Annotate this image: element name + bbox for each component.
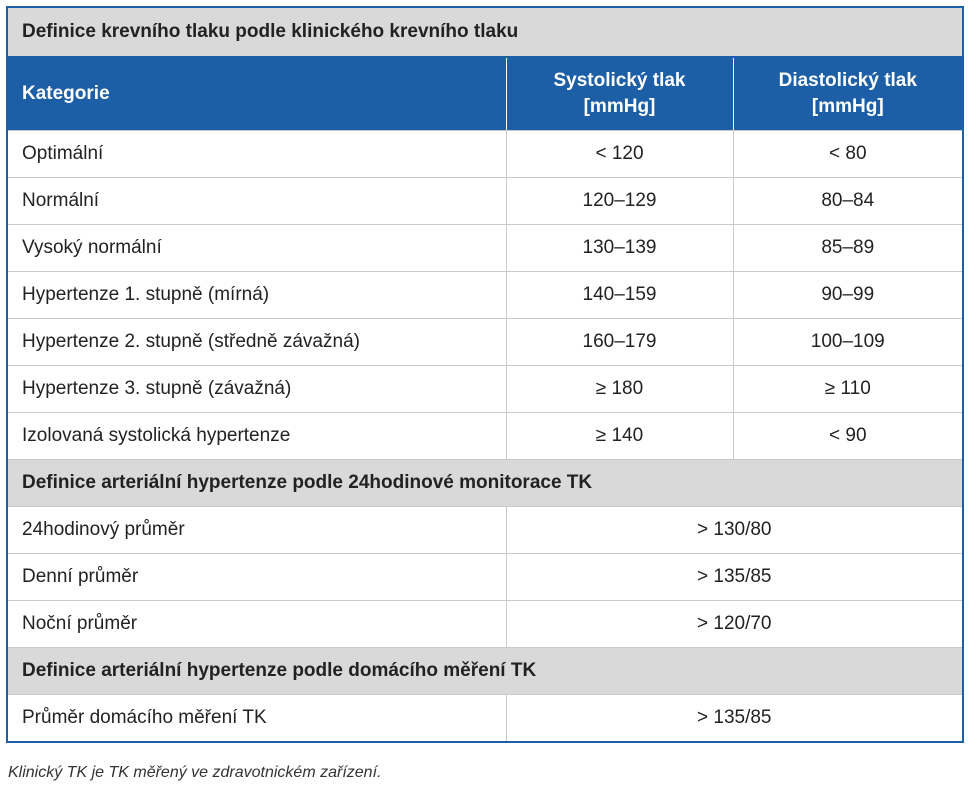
value-cell: 90–99 bbox=[732, 271, 964, 319]
title-row: Definice krevního tlaku podle klinického… bbox=[7, 7, 964, 58]
header-line: Diastolický tlak bbox=[778, 70, 917, 91]
table-title: Definice krevního tlaku podle klinického… bbox=[7, 7, 964, 58]
category-cell: Průměr domácího měření TK bbox=[7, 694, 506, 743]
section-title: Definice arteriální hypertenze podle 24h… bbox=[7, 459, 964, 507]
header-cell: Diastolický tlak [mmHg] bbox=[732, 57, 964, 131]
value-cell: > 130/80 bbox=[505, 506, 964, 554]
value-cell: 140–159 bbox=[505, 271, 733, 319]
table-row: Normální 120–129 80–84 bbox=[7, 177, 964, 225]
value-cell: < 120 bbox=[505, 130, 733, 178]
table-row: 24hodinový průměr > 130/80 bbox=[7, 506, 964, 554]
table-row: Noční průměr > 120/70 bbox=[7, 600, 964, 648]
value-cell: < 80 bbox=[732, 130, 964, 178]
value-cell: 80–84 bbox=[732, 177, 964, 225]
category-cell: 24hodinový průměr bbox=[7, 506, 506, 554]
header-line: [mmHg] bbox=[583, 96, 656, 117]
section-title: Definice arteriální hypertenze podle dom… bbox=[7, 647, 964, 695]
value-cell: 120–129 bbox=[505, 177, 733, 225]
table-row: Izolovaná systolická hypertenze ≥ 140 < 90 bbox=[7, 412, 964, 460]
header-line: Systolický tlak bbox=[553, 70, 686, 91]
value-cell: ≥ 110 bbox=[732, 365, 964, 413]
category-cell: Optimální bbox=[7, 130, 506, 178]
header-cell: Kategorie bbox=[7, 57, 506, 131]
category-cell: Vysoký normální bbox=[7, 224, 506, 272]
table-row: Vysoký normální 130–139 85–89 bbox=[7, 224, 964, 272]
value-cell: ≥ 180 bbox=[505, 365, 733, 413]
value-cell: ≥ 140 bbox=[505, 412, 733, 460]
table-row: Průměr domácího měření TK > 135/85 bbox=[7, 694, 964, 743]
category-cell: Hypertenze 1. stupně (mírná) bbox=[7, 271, 506, 319]
value-cell: > 135/85 bbox=[505, 553, 964, 601]
table-row: Optimální < 120 < 80 bbox=[7, 130, 964, 178]
section-row: Definice arteriální hypertenze podle dom… bbox=[7, 647, 964, 695]
table-row: Hypertenze 2. stupně (středně závažná) 16… bbox=[7, 318, 964, 366]
table-row: Denní průměr > 135/85 bbox=[7, 553, 964, 601]
category-cell: Hypertenze 3. stupně (závažná) bbox=[7, 365, 506, 413]
table-row: Hypertenze 3. stupně (závažná) ≥ 180 ≥ 110 bbox=[7, 365, 964, 413]
category-cell: Izolovaná systolická hypertenze bbox=[7, 412, 506, 460]
table-row: Hypertenze 1. stupně (mírná) 140–159 90–99 bbox=[7, 271, 964, 319]
value-cell: 85–89 bbox=[732, 224, 964, 272]
category-cell: Hypertenze 2. stupně (středně závažná) bbox=[7, 318, 506, 366]
category-cell: Normální bbox=[7, 177, 506, 225]
header-cell: Systolický tlak [mmHg] bbox=[505, 57, 733, 131]
section-row: Definice arteriální hypertenze podle 24h… bbox=[7, 459, 964, 507]
value-cell: 100–109 bbox=[732, 318, 964, 366]
value-cell: 130–139 bbox=[505, 224, 733, 272]
bp-table: Definice krevního tlaku podle klinického… bbox=[6, 6, 965, 743]
table-container: Definice krevního tlaku podle klinického… bbox=[6, 6, 965, 743]
header-line: [mmHg] bbox=[811, 96, 884, 117]
footnote: Klinický TK je TK měřený ve zdravotnické… bbox=[8, 764, 382, 781]
value-cell: < 90 bbox=[732, 412, 964, 460]
value-cell: > 120/70 bbox=[505, 600, 964, 648]
value-cell: 160–179 bbox=[505, 318, 733, 366]
value-cell: > 135/85 bbox=[505, 694, 964, 743]
category-cell: Noční průměr bbox=[7, 600, 506, 648]
header-row: Kategorie Systolický tlak [mmHg] Diastolick… bbox=[7, 57, 964, 131]
category-cell: Denní průměr bbox=[7, 553, 506, 601]
